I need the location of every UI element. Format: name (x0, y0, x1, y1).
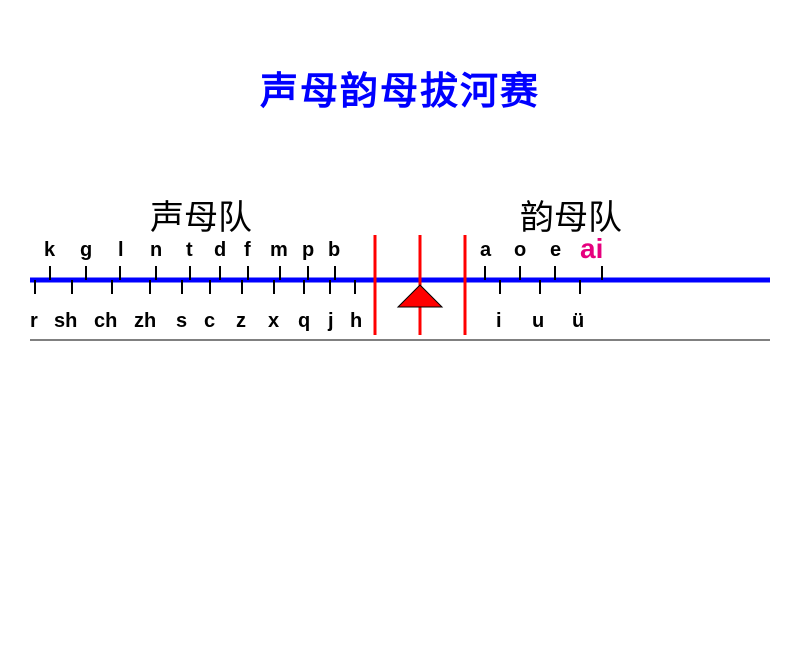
pinyin-label: p (302, 239, 314, 262)
pinyin-label: r (30, 310, 38, 333)
pinyin-label: zh (134, 310, 156, 333)
pinyin-label: t (186, 239, 193, 262)
pinyin-label: n (150, 239, 162, 262)
pinyin-label: o (514, 239, 526, 262)
pinyin-label: l (118, 239, 124, 262)
team-right-label: 韵母队 (520, 190, 622, 239)
pinyin-label: c (204, 310, 215, 333)
pinyin-label: g (80, 239, 92, 262)
pinyin-label: sh (54, 310, 77, 333)
pinyin-label: d (214, 239, 226, 262)
page-title: 声母韵母拔河赛 (0, 60, 800, 115)
pinyin-label: j (328, 310, 334, 333)
pinyin-label: q (298, 310, 310, 333)
pinyin-label: a (480, 239, 491, 262)
pinyin-label: z (236, 310, 246, 333)
pinyin-label: ch (94, 310, 117, 333)
pinyin-label: ü (572, 310, 584, 333)
pinyin-label: u (532, 310, 544, 333)
team-left-label: 声母队 (150, 190, 252, 239)
pinyin-label: i (496, 310, 502, 333)
axis-svg (30, 235, 770, 355)
pinyin-label: s (176, 310, 187, 333)
pinyin-label: b (328, 239, 340, 262)
pinyin-label: m (270, 239, 288, 262)
pinyin-label: f (244, 239, 251, 262)
pinyin-label: k (44, 239, 55, 262)
title-text: 声母韵母拔河赛 (260, 71, 540, 113)
pinyin-label: h (350, 310, 362, 333)
tug-of-war-diagram: k g l n tdfmpb ao eai rshchzhsczxqjh i u ü (30, 235, 770, 355)
pinyin-label: e (550, 239, 561, 262)
pinyin-label: x (268, 310, 279, 333)
pinyin-label: ai (580, 233, 603, 265)
